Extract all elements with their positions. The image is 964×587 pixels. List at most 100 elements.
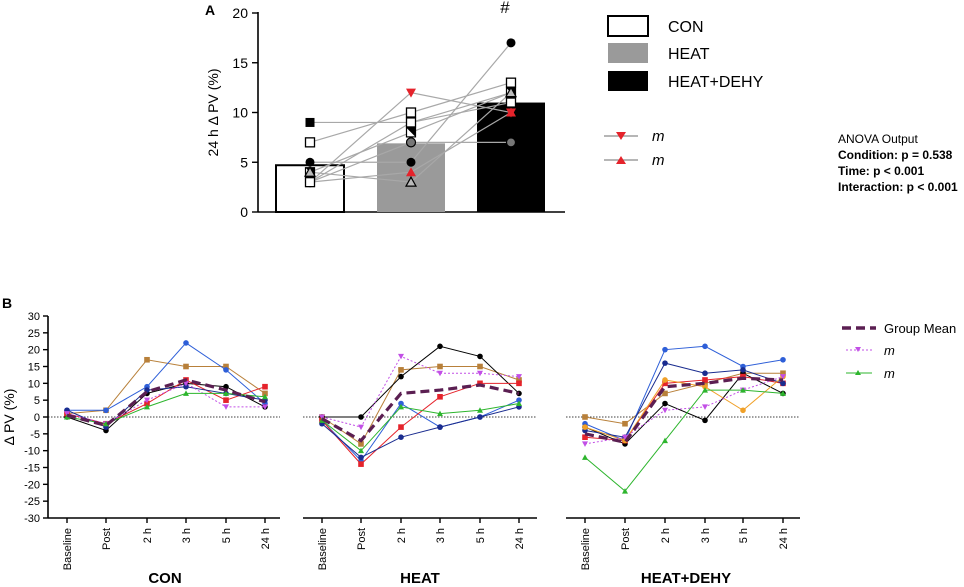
point-marker bbox=[404, 175, 418, 187]
series-line bbox=[321, 403, 520, 452]
point-marker bbox=[405, 117, 417, 128]
y-tick-label-b: -20 bbox=[24, 479, 40, 491]
series-point bbox=[702, 377, 708, 383]
series-point bbox=[262, 390, 268, 397]
point-marker bbox=[304, 176, 316, 188]
legend-label-group-mean: Group Mean bbox=[884, 321, 956, 336]
series-point bbox=[622, 420, 628, 427]
line-panel-con: Baseline Post 2 h 3 h 5 h 24 h bbox=[48, 340, 280, 570]
series-point bbox=[516, 380, 522, 387]
series-line bbox=[584, 345, 784, 442]
series-point bbox=[358, 447, 364, 454]
series-point bbox=[702, 387, 708, 393]
series-point bbox=[662, 377, 668, 383]
x-tick-label-b: 2 h bbox=[396, 528, 408, 543]
series-line bbox=[584, 376, 784, 445]
y-tick-label-b: -5 bbox=[30, 429, 40, 441]
anova-output: ANOVA Output Condition: p = 0.538 Time: … bbox=[838, 132, 958, 194]
y-tick-label-b: -25 bbox=[24, 496, 40, 508]
series-line bbox=[66, 382, 265, 425]
series-point bbox=[398, 353, 404, 360]
x-tick-label-b: 24 h bbox=[260, 528, 272, 549]
series-point bbox=[437, 343, 443, 350]
legend-a: CON HEAT HEAT+DEHY m m bbox=[604, 15, 764, 169]
series-point bbox=[437, 410, 443, 417]
point-marker bbox=[505, 77, 517, 88]
legend-marker-m-green bbox=[855, 370, 861, 375]
x-tick-label-b: Baseline bbox=[580, 528, 592, 570]
point-marker bbox=[406, 127, 416, 137]
series-point bbox=[103, 420, 109, 427]
series-point bbox=[358, 414, 364, 420]
group-title-heat-dehy: HEAT+DEHY bbox=[641, 570, 731, 587]
series-point bbox=[183, 340, 189, 346]
anova-time: Time: p < 0.001 bbox=[838, 164, 924, 178]
series-point bbox=[516, 400, 522, 407]
series-point bbox=[437, 394, 443, 400]
series-line bbox=[321, 399, 520, 462]
series-point bbox=[223, 397, 229, 403]
y-tick-label-a: 20 bbox=[232, 5, 248, 21]
series-point bbox=[262, 393, 268, 400]
series-point bbox=[582, 454, 588, 460]
point-marker bbox=[405, 137, 417, 148]
series-point bbox=[662, 390, 668, 397]
y-tick-label-a: 15 bbox=[232, 55, 248, 71]
x-tick-label-b: 24 h bbox=[514, 528, 526, 549]
y-axis-label-a: 24 h Δ PV (%) bbox=[205, 69, 221, 157]
series-point bbox=[516, 397, 522, 403]
series-point bbox=[477, 363, 483, 370]
series-point bbox=[702, 343, 708, 350]
series-point bbox=[144, 356, 150, 363]
series-point bbox=[780, 374, 786, 380]
series-point bbox=[183, 380, 189, 387]
legend-label-m-purple: m bbox=[884, 343, 895, 358]
x-tick-label-b: Post bbox=[101, 528, 113, 550]
series-point bbox=[780, 370, 786, 377]
anova-title: ANOVA Output bbox=[838, 132, 918, 146]
line-panel-heat-dehy: Baseline Post 2 h 3 h 5 h 24 h bbox=[566, 343, 800, 570]
series-point bbox=[223, 404, 229, 410]
point-marker bbox=[405, 107, 417, 118]
series-point bbox=[144, 397, 150, 404]
series-point bbox=[516, 374, 522, 380]
series-group-mean bbox=[66, 378, 266, 428]
y-tick-label-b: 25 bbox=[28, 328, 40, 340]
series-point bbox=[223, 367, 229, 373]
series-point bbox=[144, 400, 150, 407]
x-tick-label-b: Baseline bbox=[317, 528, 329, 570]
series-point bbox=[144, 403, 150, 410]
series-line bbox=[322, 345, 520, 418]
series-point bbox=[702, 380, 708, 387]
point-marker bbox=[504, 86, 518, 98]
series-point bbox=[183, 390, 189, 396]
series-point bbox=[702, 417, 708, 424]
series-line bbox=[321, 406, 520, 458]
series-point bbox=[662, 400, 668, 407]
group-title-con: CON bbox=[148, 570, 181, 587]
y-tick-label-b: 20 bbox=[28, 345, 40, 357]
legend-label-heat: HEAT bbox=[668, 46, 710, 63]
y-tick-label-b: 30 bbox=[28, 311, 40, 323]
series-line bbox=[321, 382, 519, 465]
legend-swatch-con bbox=[607, 15, 649, 37]
series-point bbox=[516, 390, 522, 397]
legend-label-heat-dehy: HEAT+DEHY bbox=[668, 74, 764, 91]
series-point bbox=[262, 383, 268, 390]
point-marker bbox=[505, 97, 517, 108]
x-tick-label-b: Post bbox=[620, 528, 632, 550]
point-marker bbox=[506, 107, 516, 117]
series-point bbox=[223, 363, 229, 370]
y-axis-label-b: Δ PV (%) bbox=[1, 389, 17, 446]
series-line bbox=[66, 359, 266, 415]
series-point bbox=[437, 424, 443, 430]
y-tick-label-b: 0 bbox=[34, 412, 40, 424]
y-tick-label-b: 10 bbox=[28, 378, 40, 390]
series-point bbox=[662, 346, 668, 353]
series-point bbox=[437, 363, 443, 370]
bar-heat-dehy bbox=[477, 102, 545, 212]
x-tick-label-b: 5 h bbox=[738, 528, 750, 543]
legend-b: Group Mean m m bbox=[842, 321, 956, 381]
series-point bbox=[622, 488, 628, 494]
series-point bbox=[183, 383, 189, 390]
